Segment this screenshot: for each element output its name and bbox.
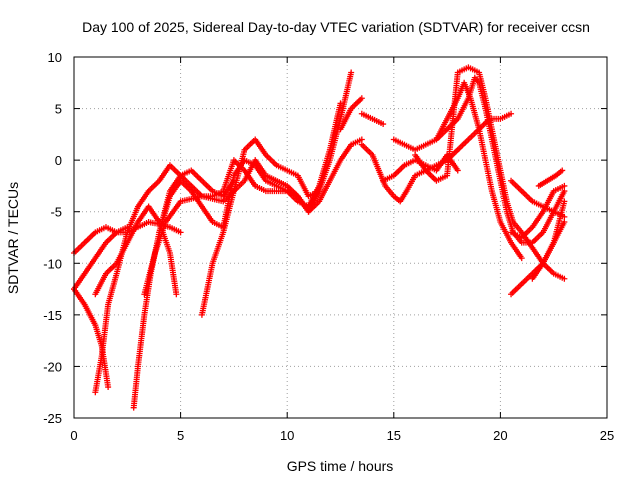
y-tick-label: -25 xyxy=(43,411,62,426)
y-tick-label: -5 xyxy=(50,205,62,220)
data-point xyxy=(561,188,568,195)
series-track-16 xyxy=(433,79,525,262)
series-track-10 xyxy=(337,95,365,133)
x-tick-label: 20 xyxy=(493,428,507,443)
data-point xyxy=(454,167,461,174)
data-point xyxy=(173,291,180,298)
y-tick-label: -20 xyxy=(43,359,62,374)
series-track-8 xyxy=(198,136,323,318)
series-track-5 xyxy=(130,100,344,411)
x-tick-label: 15 xyxy=(387,428,401,443)
data-point xyxy=(518,255,525,262)
x-tick-label: 25 xyxy=(600,428,614,443)
data-point xyxy=(561,182,568,189)
data-point xyxy=(337,100,344,107)
data-point xyxy=(358,136,365,143)
data-point xyxy=(105,384,112,391)
series-track-21 xyxy=(535,167,566,189)
y-tick-label: 5 xyxy=(55,102,62,117)
y-tick-label: 0 xyxy=(55,153,62,168)
x-axis-label: GPS time / hours xyxy=(287,458,394,474)
x-tick-label: 10 xyxy=(280,428,294,443)
chart-title: Day 100 of 2025, Sidereal Day-to-day VTE… xyxy=(82,19,590,35)
series-track-3 xyxy=(71,224,131,293)
x-tick-label: 5 xyxy=(177,428,184,443)
data-point xyxy=(316,188,323,195)
data-point xyxy=(508,110,515,117)
data-marks xyxy=(71,64,568,411)
y-axis-label: SDTVAR / TECUs xyxy=(5,182,21,294)
y-tick-label: 10 xyxy=(48,50,62,65)
series-track-2 xyxy=(71,286,112,391)
series-track-9 xyxy=(156,167,237,236)
y-tick-label: -15 xyxy=(43,308,62,323)
axis-ticks: 0 5 10 15 20 25 -25 -20 -15 -10 -5 0 5 10 xyxy=(43,50,614,443)
data-point xyxy=(559,167,566,174)
y-tick-label: -10 xyxy=(43,256,62,271)
plot-frame xyxy=(73,56,608,419)
series-track-18 xyxy=(508,182,568,241)
data-point xyxy=(561,219,568,226)
x-tick-label: 0 xyxy=(70,428,77,443)
series-track-6 xyxy=(92,203,180,298)
series-track-20 xyxy=(529,198,568,282)
data-point xyxy=(230,177,237,184)
data-point xyxy=(358,95,365,102)
data-point xyxy=(561,198,568,205)
data-point xyxy=(177,229,184,236)
data-point xyxy=(380,121,387,128)
series-track-11 xyxy=(358,110,387,128)
data-point xyxy=(348,69,355,76)
data-point xyxy=(561,275,568,282)
